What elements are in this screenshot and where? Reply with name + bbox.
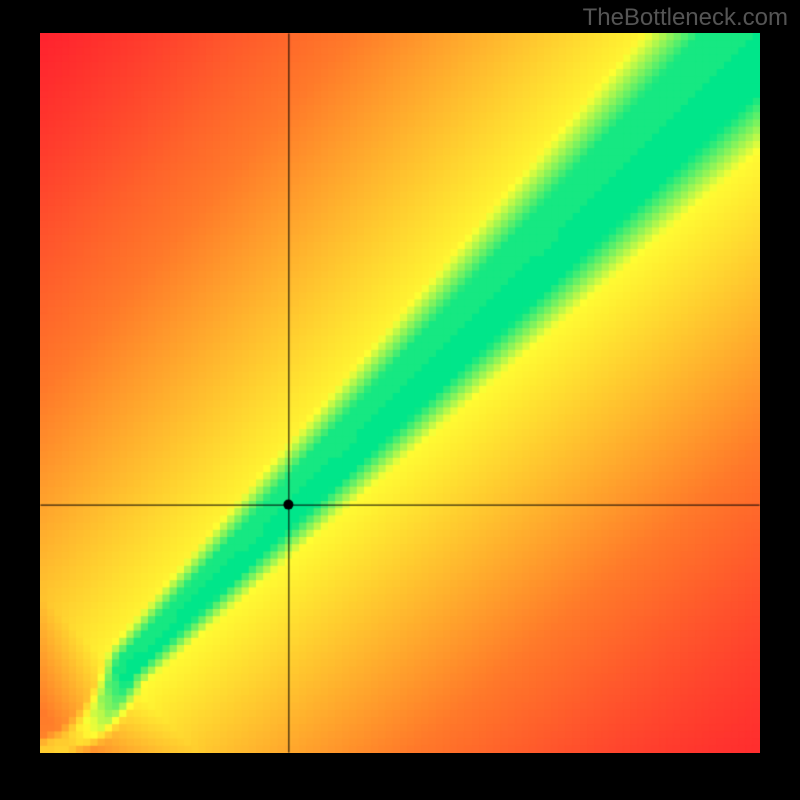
watermark-label: TheBottleneck.com xyxy=(583,4,788,32)
bottleneck-heatmap xyxy=(40,33,760,753)
chart-container: TheBottleneck.com xyxy=(0,0,800,800)
